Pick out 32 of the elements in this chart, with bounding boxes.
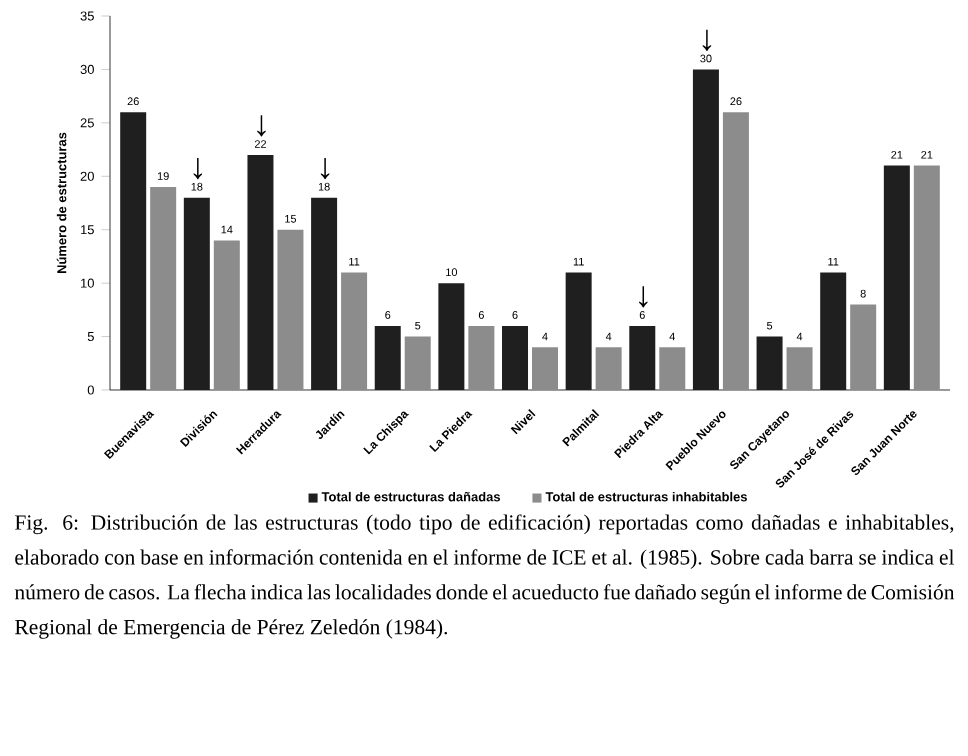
- bar: [468, 325, 495, 390]
- bar: [404, 336, 431, 390]
- bar: [183, 197, 210, 390]
- annotation: ↓: [257, 115, 266, 137]
- bar: [374, 325, 401, 390]
- annotation: ↓: [639, 286, 648, 308]
- bar: [629, 325, 656, 390]
- annotation: ↓: [193, 158, 203, 180]
- bar: [532, 347, 558, 390]
- bar: [820, 272, 847, 390]
- bar: [786, 347, 813, 390]
- bar: [277, 229, 304, 390]
- bar: [247, 154, 274, 390]
- bar: [341, 272, 368, 390]
- caption: Fig. 6: Distribución de las estructuras (todo tipo de edificación) reportadas como dañadas e inhabitables, elaborado con base en información contenida en el informe de ICE et al. (1985). Sobre cada barra se indica el número de casos. La flecha indica las localidades donde el acueducto fue dañado según el informe de Comisión Regional de Emergencia de Pérez Zeledón (1984).: [14, 514, 955, 639]
- bar: [120, 112, 147, 390]
- bar: [692, 69, 719, 390]
- bar: [150, 186, 177, 390]
- bar: [595, 347, 622, 390]
- bar: [883, 165, 910, 390]
- bar: [659, 347, 686, 390]
- bar: [438, 283, 465, 390]
- bar: [913, 165, 940, 390]
- bar: [565, 272, 592, 390]
- bar: [213, 240, 240, 390]
- bar: [756, 336, 783, 390]
- bar: [502, 325, 529, 390]
- bar: [722, 112, 749, 390]
- annotation: ↓: [702, 29, 712, 52]
- bar: [311, 197, 338, 390]
- annotation: ↓: [320, 158, 330, 180]
- bar: [850, 304, 877, 390]
